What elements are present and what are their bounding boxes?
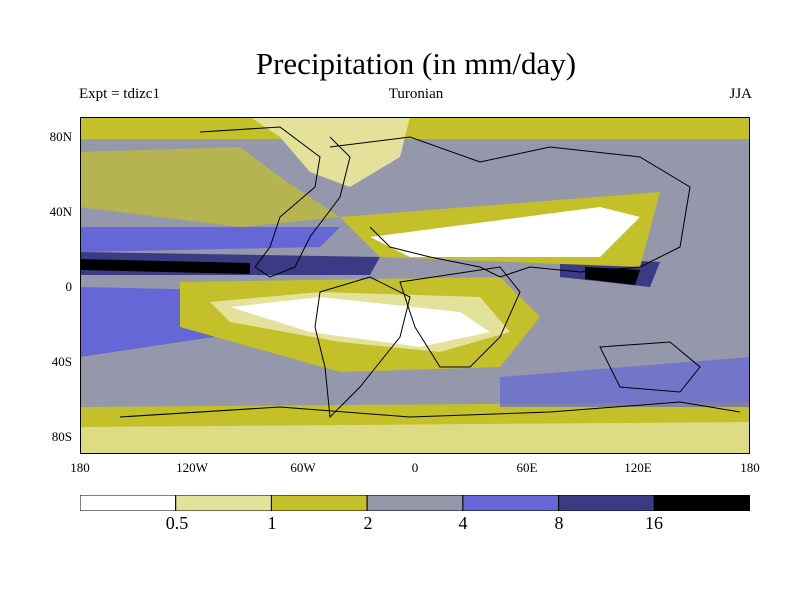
lon-tick-60e: 60E: [516, 460, 538, 475]
field-south-white: [230, 297, 490, 347]
coast-north-america: [199, 126, 351, 278]
lon-tick-120w: 120W: [176, 460, 208, 475]
field-south-band-2: [80, 422, 750, 454]
experiment-label: Expt = tdizc1: [79, 86, 160, 102]
colorbar-swatch: [175, 495, 272, 511]
lat-tick-40n: 40N: [49, 204, 72, 219]
lat-tick-40s: 40S: [51, 354, 72, 369]
colorbar-label-16: 16: [645, 513, 663, 533]
lat-tick-80s: 80S: [51, 429, 72, 444]
field-itcz-core: [80, 259, 250, 274]
colorbar-label-1: 1: [267, 513, 277, 533]
lat-tick-80n: 80N: [49, 129, 72, 144]
lon-tick-180e: 180: [740, 460, 760, 475]
coast-australia: [599, 341, 701, 393]
map-title: Precipitation (in mm/day): [255, 46, 577, 81]
season-label: JJA: [729, 86, 752, 102]
field-north-ylw: [80, 147, 340, 227]
colorbar-label-0-5: 0.5: [165, 513, 189, 533]
colorbar-swatch: [80, 495, 177, 511]
period-label: Turonian: [388, 86, 444, 102]
lon-tick-60w: 60W: [290, 460, 316, 475]
lon-tick-0: 0: [411, 460, 419, 475]
colorbar-swatch: [653, 495, 750, 511]
coastlines: [119, 126, 741, 419]
field-north-polar: [80, 117, 750, 139]
colorbar-swatch: [366, 495, 464, 511]
colorbar-label-2: 2: [363, 513, 373, 533]
lon-tick-120e: 120E: [624, 460, 652, 475]
colorbar-label-4: 4: [458, 513, 468, 533]
field-monsoon-core: [585, 267, 640, 285]
field-south-blue-2: [500, 357, 750, 407]
coast-africa: [399, 266, 521, 368]
colorbar-swatch: [270, 495, 368, 511]
colorbar-swatch: [558, 495, 655, 511]
lon-tick-180w: 180: [70, 460, 90, 475]
lat-tick-0: 0: [65, 279, 73, 294]
coast-antarctica: [119, 401, 741, 418]
field-north-white: [370, 207, 640, 257]
colorbar-swatch: [462, 495, 560, 511]
colorbar-label-8: 8: [554, 513, 564, 533]
map-frame: [80, 117, 750, 454]
coast-south-america: [314, 276, 411, 419]
colorbar: [80, 495, 750, 511]
coast-eurasia: [329, 136, 691, 278]
precipitation-map: [80, 117, 750, 454]
